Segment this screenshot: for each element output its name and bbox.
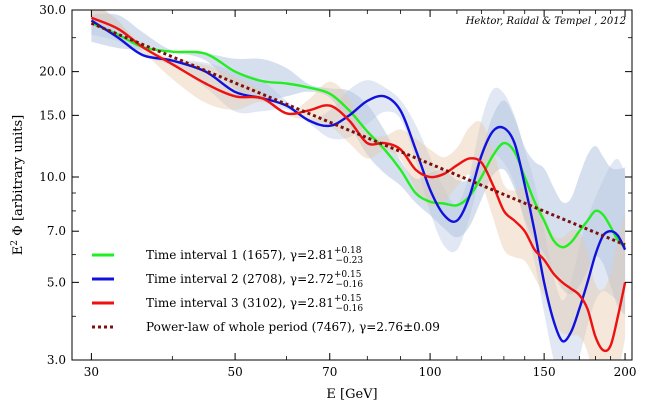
legend-label-4: Power-law of whole period (7467), γ=2.76… <box>146 320 440 334</box>
y-tick-label: 3.0 <box>47 353 66 367</box>
legend: Time interval 1 (1657), γ=2.81+0.18 −0.23… <box>92 246 440 334</box>
y-tick-label: 5.0 <box>47 275 66 289</box>
series-line-power-law <box>90 21 626 247</box>
plot-frame <box>71 9 633 361</box>
x-tick-label: 100 <box>419 365 442 379</box>
y-axis-title-main: E <box>11 246 26 256</box>
uncertainty-band-1 <box>91 13 626 315</box>
x-tick-label: 70 <box>322 365 337 379</box>
legend-label-3: Time interval 3 (3102), γ=2.81+0.15 −0.16 <box>146 294 363 314</box>
uncertainty-band-3 <box>91 10 626 360</box>
legend-label-1: Time interval 1 (1657), γ=2.81+0.18 −0.23 <box>146 246 363 266</box>
y-tick-label: 7.0 <box>47 224 66 238</box>
uncertainty-bands <box>91 10 626 360</box>
y-tick-label: 20.0 <box>39 65 66 79</box>
y-axis-title-sup: 2 <box>10 240 20 246</box>
y-tick-label: 15.0 <box>39 108 66 122</box>
x-tick-label: 150 <box>533 365 556 379</box>
axis-ticks: 30 50 70 100 150 200 3.0 5.0 7.0 10.0 15.0 20.0 30.0 <box>39 3 636 379</box>
legend-label-2: Time interval 2 (2708), γ=2.72+0.15 −0.16 <box>146 270 363 290</box>
series-line-1 <box>90 22 626 249</box>
series-lines <box>90 16 627 353</box>
y-axis-title-rest: Φ [arbitrary units] <box>11 115 26 240</box>
series-line-3 <box>90 16 627 353</box>
x-tick-label: 200 <box>614 365 637 379</box>
y-tick-label: 30.0 <box>39 3 66 17</box>
chart-credit: Hektor, Raidal & Tempel , 2012 <box>465 16 626 27</box>
y-axis-title: E2 Φ [arbitrary units] <box>10 115 26 255</box>
y-tick-label: 10.0 <box>39 170 66 184</box>
uncertainty-band-2 <box>91 10 626 360</box>
x-tick-label: 30 <box>84 365 99 379</box>
x-axis-title: E [GeV] <box>326 387 377 402</box>
x-tick-label: 50 <box>227 365 242 379</box>
